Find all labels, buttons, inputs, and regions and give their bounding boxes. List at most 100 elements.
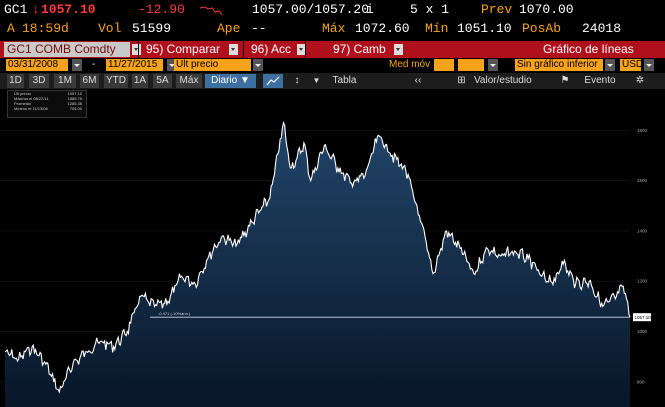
collapse-icon[interactable]: ‹‹ (414, 75, 422, 86)
legend-item-avg: Promedio 1285.36 (8, 101, 86, 106)
legend-item-low: Mínimo el 11/13/08 705.00 (8, 106, 86, 111)
open-label: Ape (217, 21, 241, 36)
compare-button[interactable]: 95) Comparar (146, 42, 221, 56)
bid-ask-size: 5 x 1 (410, 2, 450, 17)
y-tick-label: 800 (637, 379, 645, 384)
high-value: 1072.60 (355, 21, 410, 36)
legend-value: 1057.10 (67, 91, 82, 96)
moving-avg-label: Med móv (389, 59, 431, 70)
frequency-dropdown[interactable]: Diario ▼ (205, 74, 256, 88)
currency-select[interactable]: USD (620, 59, 644, 71)
period-1m[interactable]: 1M (54, 74, 76, 88)
line-chart-icon[interactable] (263, 74, 283, 88)
legend-item-high: Máximo el 08/22/11 1885.75 (8, 96, 86, 101)
y-tick-label: 1600 (637, 178, 648, 183)
triangle-down-icon: ▼ (240, 75, 250, 86)
compare-dropdown-icon[interactable] (229, 44, 238, 55)
crosshair-icon[interactable]: ↕ (294, 75, 300, 86)
down-arrow-icon: ↓ (32, 2, 40, 17)
date-dash: - (92, 59, 96, 70)
lower-chart-select[interactable]: Sin gráfico inferior (515, 59, 603, 71)
moving-avg-input-1[interactable] (434, 59, 454, 71)
last-value-label: 1057.10 (635, 315, 652, 320)
gear-icon[interactable]: ✲ (635, 75, 645, 86)
period-3d[interactable]: 3D (29, 74, 49, 88)
low-label: Mín (425, 21, 449, 36)
table-button[interactable]: Tabla (332, 75, 357, 86)
value-study-icon[interactable]: ⊞ (457, 75, 466, 86)
legend-item-last: Últ precio 1057.10 (8, 91, 86, 96)
open-value: -- (251, 21, 267, 36)
edit-dropdown-icon[interactable] (394, 44, 403, 55)
bid-ask-flag: i (366, 2, 374, 17)
low-value: 1051.10 (457, 21, 512, 36)
period-ytd[interactable]: YTD (104, 74, 128, 88)
quote-line-1: GC1 ↓ 1057.10 -12.90 1057.00/1057.20 i 5… (0, 2, 665, 18)
quote-line-2: A 18:59d Vol 51599 Ape -- Máx 1072.60 Mí… (0, 21, 665, 37)
ticker: GC1 (4, 2, 28, 17)
open-interest-label: PosAb (522, 21, 562, 36)
end-calendar-icon[interactable] (167, 59, 177, 71)
last-value-box (633, 313, 651, 322)
frequency-label: Diario (211, 75, 238, 86)
price-area (5, 122, 630, 407)
sparkline-icon (200, 6, 223, 16)
period-1a[interactable]: 1A (132, 74, 148, 88)
value-study-button[interactable]: Valor/estudio (474, 75, 532, 86)
volume-value: 51599 (132, 21, 172, 36)
prev-value: 1070.00 (519, 2, 574, 17)
period-1d[interactable]: 1D (7, 74, 24, 88)
legend-label: Mínimo el 11/13/08 (14, 106, 48, 111)
period-5a[interactable]: 5A (153, 74, 172, 88)
actions-dropdown-icon[interactable] (297, 44, 306, 55)
divider (243, 41, 244, 58)
function-toolbar: GC1 COMB Comdty 95) Comparar 96) Acc 97)… (0, 41, 665, 58)
reference-label: -0.471 (-10%ann.) (158, 311, 191, 316)
chevron-down-icon[interactable]: ▼ (312, 76, 321, 85)
period-max[interactable]: Máx (176, 74, 202, 88)
bid-ask: 1057.00/1057.20 (252, 2, 370, 17)
price-line (4, 120, 631, 394)
y-tick-label: 1400 (637, 228, 648, 233)
security-text: GC1 COMB Comdty (7, 42, 116, 56)
edit-button[interactable]: 97) Camb (333, 42, 386, 56)
y-axis: 800 1000 1200 1400 1600 1800 (637, 128, 648, 385)
period-6m[interactable]: 6M (80, 74, 99, 88)
moving-avg-dropdown-icon[interactable] (488, 59, 498, 71)
actions-button[interactable]: 96) Acc (251, 42, 292, 56)
security-dropdown-icon[interactable] (132, 44, 141, 55)
legend-label: Promedio (14, 101, 32, 106)
volume-label: Vol (98, 21, 122, 36)
legend-value: 705.00 (69, 106, 82, 111)
legend-label: Máximo el 08/22/11 (14, 96, 49, 101)
legend-label: Últ precio (14, 91, 31, 96)
range-bar: 03/31/2008 - 11/27/2015 Últ precio Med m… (0, 58, 665, 73)
period-toolbar: 1D 3D 1M 6M YTD 1A 5A Máx Diario ▼ ↕ ▼ T… (0, 73, 665, 89)
y-tick-label: 1200 (637, 279, 648, 284)
price-chart[interactable]: -0.471 (-10%ann.) 800 1000 1200 1400 1600 180… (0, 90, 665, 407)
currency-dropdown-icon[interactable] (644, 59, 654, 71)
event-button[interactable]: Evento (584, 75, 616, 86)
lower-chart-dropdown-icon[interactable] (605, 59, 615, 71)
security-field[interactable]: GC1 COMB Comdty (4, 42, 130, 57)
start-date-input[interactable]: 03/31/2008 (6, 59, 68, 71)
field-select[interactable]: Últ precio (174, 59, 251, 71)
moving-avg-input-2[interactable] (458, 59, 484, 71)
start-calendar-icon[interactable] (72, 59, 82, 71)
divider (138, 41, 139, 58)
legend-value: 1885.75 (67, 96, 82, 101)
y-tick-label: 1000 (637, 329, 648, 334)
divider (305, 41, 306, 58)
prev-label: Prev (481, 2, 513, 17)
end-date-input[interactable]: 11/27/2015 (106, 59, 163, 71)
open-interest-value: 24018 (582, 21, 622, 36)
flag-icon[interactable]: ⚑ (560, 75, 570, 86)
y-tick-label: 1800 (637, 128, 648, 133)
legend-value: 1285.36 (67, 101, 82, 106)
high-label: Máx (322, 21, 346, 36)
net-change: -12.90 (138, 2, 185, 17)
quote-time: 18:59d (22, 21, 69, 36)
last-price: 1057.10 (41, 2, 96, 17)
field-dropdown-icon[interactable] (253, 59, 263, 71)
chart-legend: Últ precio 1057.10 Máximo el 08/22/11 1885… (7, 90, 87, 118)
